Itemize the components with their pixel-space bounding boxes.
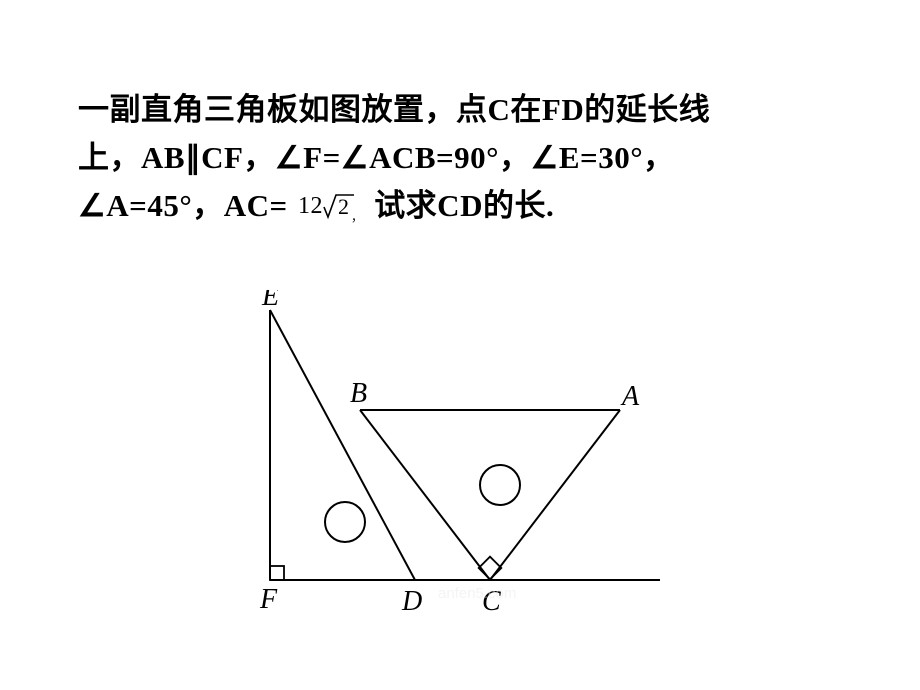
text-line1: 一副直角三角板如图放置，点C在FD的延长线: [78, 92, 710, 127]
text-line3-before: ∠A=45°，AC=: [78, 188, 288, 223]
watermark-text: anfen5.com: [438, 585, 516, 602]
text-line2: 上，AB∥CF，∠F=∠ACB=90°，∠E=30°，: [78, 140, 675, 175]
text-line3-after: 试求CD的长.: [374, 188, 554, 223]
label-F: F: [259, 584, 278, 615]
line-BC: [360, 410, 490, 580]
label-E: E: [261, 290, 279, 312]
label-A: A: [620, 381, 640, 412]
right-angle-F: [270, 566, 284, 580]
geometry-figure: E B A F D C: [240, 290, 680, 620]
circle-right: [480, 465, 520, 505]
ac-rad: 2: [338, 194, 350, 219]
label-D: D: [401, 586, 422, 617]
problem-statement: 一副直角三角板如图放置，点C在FD的延长线 上，AB∥CF，∠F=∠ACB=90…: [78, 86, 858, 230]
ac-value-expr: 12 2 ，: [296, 189, 366, 228]
ac-comma: ，: [351, 210, 364, 223]
circle-left: [325, 502, 365, 542]
ac-coeff: 12: [298, 193, 323, 219]
line-AC: [490, 410, 620, 580]
label-B: B: [350, 378, 367, 409]
line-ED: [270, 310, 415, 580]
